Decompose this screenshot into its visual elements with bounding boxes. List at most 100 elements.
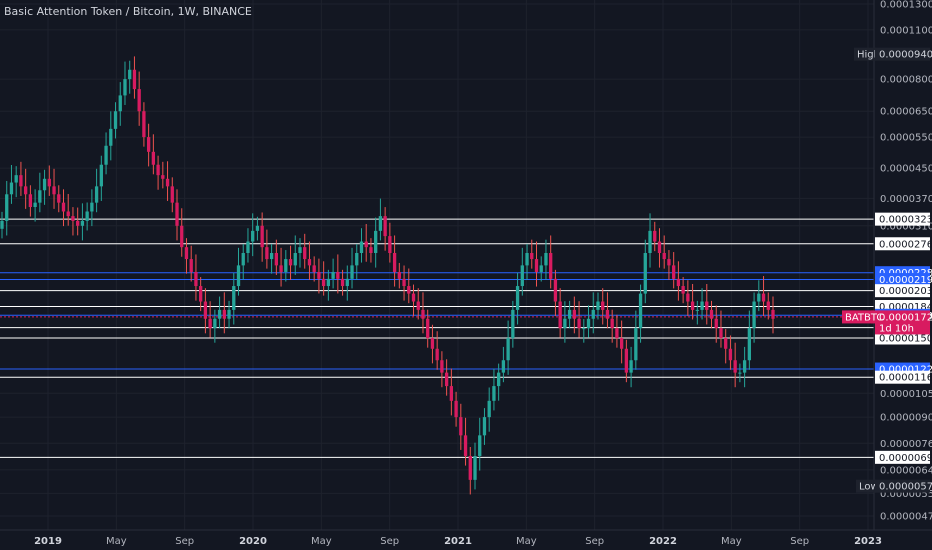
level-label-bg [875, 284, 930, 298]
candle-body [487, 400, 491, 418]
candle-body [293, 252, 297, 266]
candle-body [421, 309, 425, 319]
candle-body [596, 301, 600, 310]
candle-body [643, 252, 647, 294]
candle-body [478, 435, 482, 457]
candle-body [336, 271, 340, 279]
candle-body [610, 318, 614, 329]
candle-body [667, 259, 671, 266]
candle-body [563, 318, 567, 329]
candle-body [567, 309, 572, 319]
candle-body [766, 301, 770, 310]
candle-body [752, 301, 756, 329]
candle-body [605, 309, 610, 319]
candle-body [260, 225, 264, 248]
level-label: 0.00000694 [879, 453, 932, 464]
candle-body [586, 318, 591, 329]
candle-body [572, 309, 576, 319]
candle-body [47, 178, 51, 187]
level-label: 0.00002038 [879, 286, 932, 297]
level-label-bg [875, 273, 930, 287]
last-price-bg [875, 310, 930, 335]
low-tag: Low [859, 482, 879, 493]
candle-body [761, 293, 766, 302]
candle-body [601, 301, 605, 310]
level-labels: 0.000032360.000027600.000022890.00002190… [875, 212, 932, 464]
level-label-bg [875, 450, 930, 464]
candle-body [274, 252, 278, 266]
candle-body [298, 247, 302, 253]
candle-body [525, 252, 529, 266]
candle-body [307, 259, 312, 266]
candle-body [236, 265, 241, 287]
candle-body [473, 456, 477, 480]
candle-body [558, 301, 562, 329]
candle-body [411, 293, 416, 302]
candle-body [331, 271, 335, 279]
price-tick-label: 0.00000475 [880, 512, 932, 523]
candle-body [132, 69, 137, 90]
candle-body [57, 194, 61, 203]
candle-body [530, 252, 534, 260]
candle-body [653, 230, 657, 242]
candle-body [184, 247, 189, 260]
time-tick-label: Sep [585, 536, 604, 547]
time-tick-label: 2022 [649, 536, 677, 547]
time-tick-label: Sep [790, 536, 809, 547]
candle-body [709, 309, 714, 319]
time-tick-label: May [311, 536, 332, 547]
candle-body [146, 137, 151, 152]
time-axis[interactable]: 2019 May Sep 2020 May Sep 2021 May Sep 2022 May Sep… [34, 536, 882, 547]
low-tag-bg [856, 479, 876, 493]
candle-body [738, 372, 742, 374]
candle-body [251, 230, 255, 242]
candle-body [350, 265, 354, 279]
time-tick-label: 2021 [444, 536, 472, 547]
time-tick-label: May [106, 536, 127, 547]
candle-body [426, 318, 430, 339]
candle-body [672, 265, 676, 279]
time-tick-label: Sep [175, 536, 194, 547]
candle-body [199, 286, 203, 302]
candle-body [416, 301, 420, 310]
candle-body [544, 252, 548, 266]
candlesticks [0, 56, 775, 495]
candle-body [142, 111, 146, 138]
candle-body [506, 338, 510, 361]
candle-body [90, 202, 94, 212]
candle-body [648, 230, 652, 253]
candle-body [38, 190, 42, 203]
candle-body [553, 278, 558, 302]
level-label: 0.00001165 [879, 373, 932, 384]
time-tick-label: May [721, 536, 742, 547]
candle-body [615, 328, 619, 339]
candle-body [317, 271, 321, 279]
candle-body [312, 265, 316, 272]
candle-body [686, 293, 690, 302]
candle-body [23, 186, 28, 195]
candle-body [241, 252, 245, 266]
candle-body [619, 338, 624, 349]
candle-body [340, 278, 345, 287]
candle-body [482, 417, 487, 436]
candle-body [33, 202, 37, 208]
candle-body [397, 271, 401, 279]
time-tick-label: 2020 [239, 536, 267, 547]
candle-body [629, 360, 633, 373]
candle-body [359, 241, 364, 253]
candle-body [515, 286, 520, 310]
candle-body [345, 278, 349, 287]
level-label-bg [875, 331, 930, 345]
candle-body [9, 182, 14, 195]
candle-body [407, 286, 411, 294]
time-tick-label: May [516, 536, 537, 547]
candle-body [222, 309, 226, 319]
